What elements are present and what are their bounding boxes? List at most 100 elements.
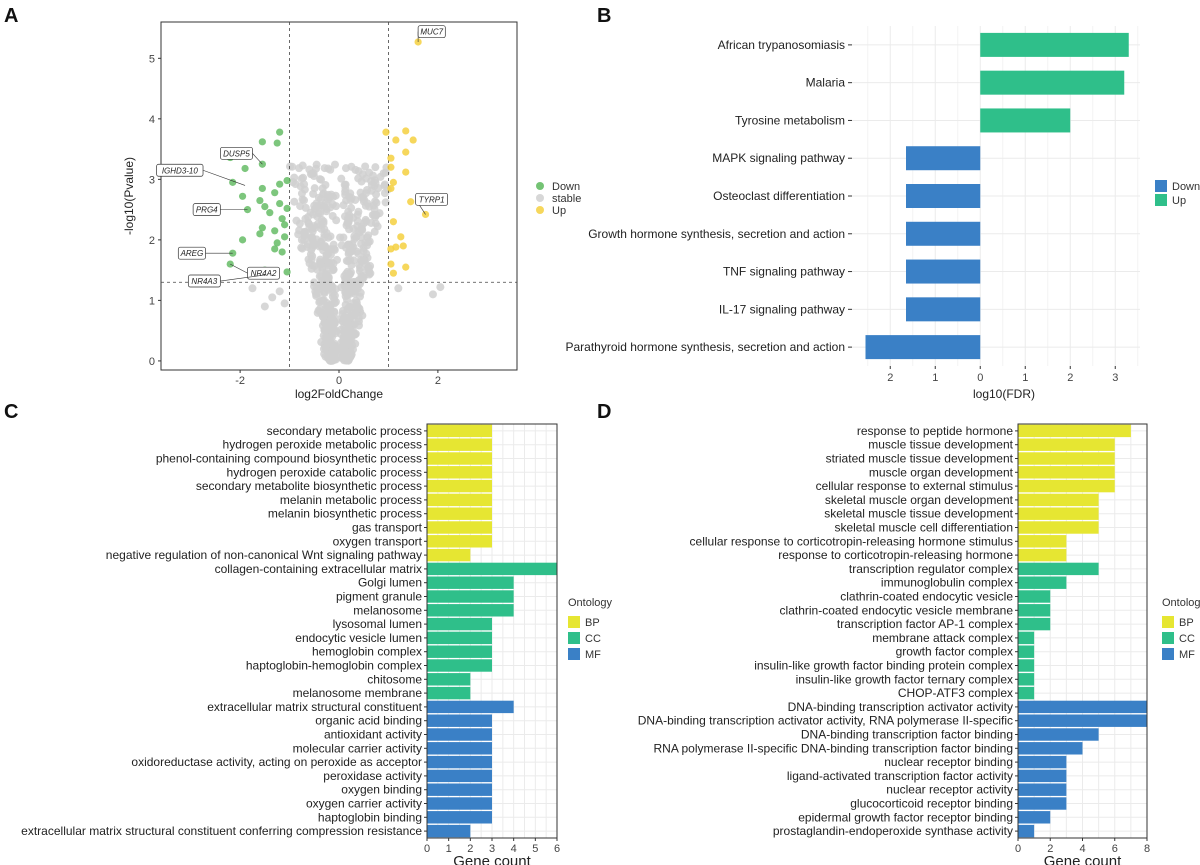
annotation-box [415, 192, 448, 206]
stable-point [324, 190, 333, 199]
stable-point [354, 321, 363, 330]
legend-label: Up [1172, 195, 1186, 207]
bar [427, 535, 492, 548]
stable-point [355, 292, 364, 301]
stable-point [322, 251, 331, 260]
x-tick-label: 4 [1079, 843, 1085, 855]
category-label: nuclear receptor binding [884, 755, 1013, 769]
bar [1018, 673, 1035, 686]
bar [427, 617, 492, 631]
y-tick-label: 0 [149, 356, 155, 368]
stable-point [343, 348, 352, 357]
category-label: MAPK signaling pathway [712, 151, 845, 165]
category-label: Golgi lumen [358, 576, 422, 590]
bar [427, 438, 492, 451]
bar [427, 811, 492, 824]
stable-point [297, 189, 306, 198]
volcano-plot: 0 1 2 3 4 5 -2 0 2 log2FoldChange -log10(Pvalue) MU… [122, 21, 581, 401]
gene-label: PRG4 [196, 206, 218, 215]
stable-point [345, 270, 354, 279]
stable-point [348, 285, 357, 294]
category-label: transcription factor AP-1 complex [837, 617, 1013, 631]
bar [1018, 604, 1051, 617]
stable-point [362, 249, 371, 258]
category-label: extracellular matrix structural constitu… [21, 824, 422, 838]
stable-point [290, 197, 299, 206]
bar [1018, 617, 1051, 631]
down-point [276, 199, 284, 208]
category-label: oxygen binding [341, 783, 422, 797]
up-point [402, 263, 410, 271]
category-label: skeletal muscle organ development [825, 493, 1014, 507]
legend-key [1162, 648, 1174, 660]
stable-point [322, 271, 331, 280]
category-label: clathrin-coated endocytic vesicle membra… [780, 603, 1014, 617]
category-label: haptoglobin binding [318, 810, 422, 824]
down-point [258, 224, 266, 232]
category-label: oxygen carrier activity [306, 797, 422, 811]
category-label: glucocorticoid receptor binding [850, 797, 1013, 811]
stable-point [339, 201, 348, 210]
stable-point [307, 255, 316, 264]
bar [906, 259, 981, 284]
stable-point [371, 178, 380, 187]
legend-key [1155, 194, 1167, 206]
x-tick-label: 4 [511, 843, 517, 855]
down-point [278, 215, 286, 223]
bar [1018, 714, 1147, 727]
stable-point [318, 184, 327, 193]
category-label: nuclear receptor activity [886, 783, 1013, 797]
category-label: molecular carrier activity [293, 741, 422, 755]
bar [427, 493, 492, 507]
category-label: cellular response to corticotropin-relea… [690, 534, 1013, 548]
category-label: melanin metabolic process [280, 493, 422, 507]
stable-point [345, 337, 354, 346]
legend-key [1162, 632, 1174, 644]
legend-label: Up [552, 205, 566, 217]
stable-point [330, 160, 339, 169]
bar [427, 755, 492, 769]
stable-point [367, 186, 376, 195]
category-label: haptoglobin-hemoglobin complex [246, 659, 422, 673]
legend-label: BP [585, 617, 600, 629]
bar [427, 659, 492, 672]
down-point [276, 180, 284, 188]
bar [427, 590, 514, 603]
stable-point [373, 222, 382, 231]
stable-point [319, 344, 328, 353]
bar [427, 548, 471, 562]
legend-label: BP [1179, 617, 1194, 629]
stable-point [363, 265, 372, 274]
x-tick-label: 0 [336, 375, 342, 387]
stable-point [336, 233, 345, 242]
bar [1018, 535, 1067, 548]
bar [427, 576, 514, 589]
category-label: insulin-like growth factor ternary compl… [796, 672, 1013, 686]
annotation-box [177, 246, 206, 260]
stable-point [317, 215, 326, 224]
bar [427, 604, 514, 617]
stable-point [354, 249, 363, 258]
bar [906, 297, 981, 322]
bar [1018, 686, 1035, 700]
x-axis-title: Gene count [453, 853, 531, 865]
category-label: melanosome membrane [293, 686, 423, 700]
category-label: negative regulation of non-canonical Wnt… [106, 548, 422, 562]
legend-title: Ontology [568, 597, 613, 609]
stable-point [320, 164, 329, 173]
bar [427, 424, 492, 438]
stable-point [344, 217, 353, 226]
stable-point [310, 184, 319, 193]
stable-point [260, 302, 269, 311]
stable-point [360, 256, 369, 265]
bar [1018, 783, 1067, 796]
up-point [387, 184, 395, 193]
down-point [278, 248, 286, 256]
annotation-box [220, 146, 253, 160]
bar [427, 562, 557, 576]
annotation-box [417, 25, 446, 39]
category-label: antioxidant activity [324, 728, 422, 742]
stable-point [319, 297, 328, 306]
bar [1018, 742, 1083, 755]
bar [427, 631, 492, 645]
